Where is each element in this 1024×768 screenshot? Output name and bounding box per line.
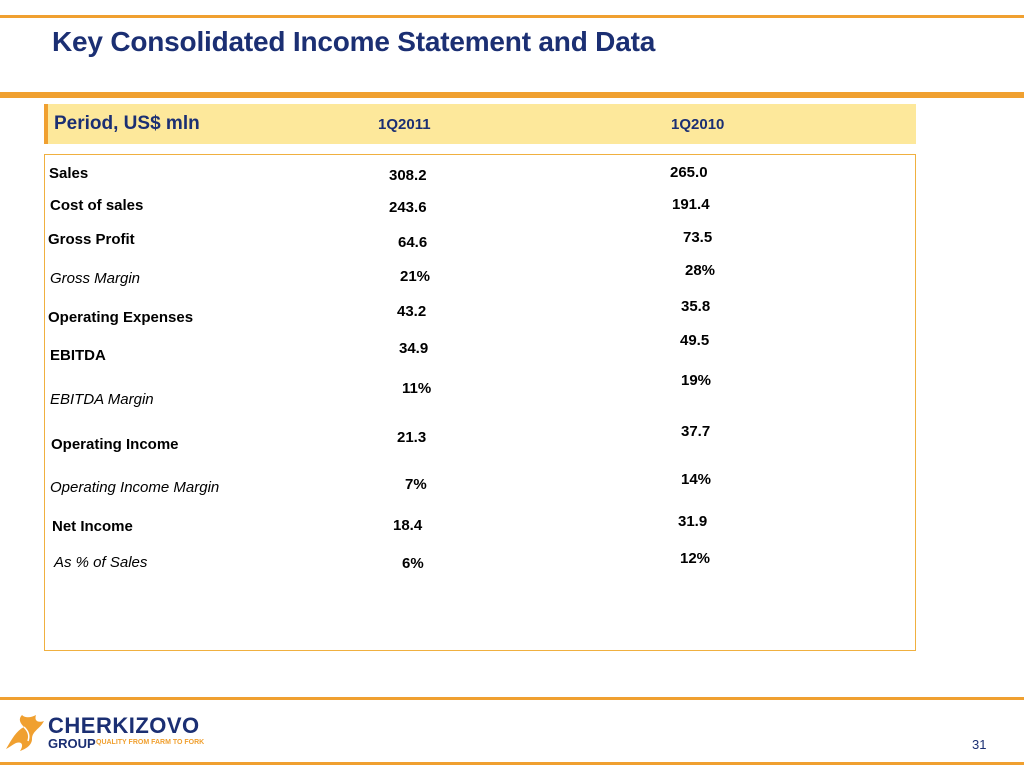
column-header-1q2011: 1Q2011 xyxy=(378,116,431,133)
row-value-sales-1q2011: 308.2 xyxy=(389,167,427,184)
header-accent xyxy=(44,104,48,144)
row-value-gross-profit-1q2011: 64.6 xyxy=(398,234,428,251)
page-number: 31 xyxy=(972,737,987,752)
period-label: Period, US$ mln xyxy=(54,113,200,134)
row-value-ebitda-margin-1q2010: 19% xyxy=(681,372,712,389)
footer-divider xyxy=(0,697,1024,700)
row-value-net-income-1q2011: 18.4 xyxy=(393,517,423,534)
page-title: Key Consolidated Income Statement and Da… xyxy=(52,26,656,57)
company-logo: CHERKIZOVO GROUP QUALITY FROM FARM TO FO… xyxy=(2,709,205,760)
top-divider xyxy=(0,15,1024,18)
row-value-operating-expenses-1q2011: 43.2 xyxy=(397,303,427,320)
row-value-gross-profit-1q2010: 73.5 xyxy=(683,229,713,246)
row-value-cost-of-sales-1q2011: 243.6 xyxy=(389,199,427,216)
logo-tagline: QUALITY FROM FARM TO FORK xyxy=(96,739,205,746)
header-divider xyxy=(0,92,1024,98)
row-value-cost-of-sales-1q2010: 191.4 xyxy=(672,196,710,213)
row-value-sales-1q2010: 265.0 xyxy=(670,164,708,181)
table-header: Period, US$ mln 1Q2011 1Q2010 xyxy=(44,104,916,144)
row-value-ebitda-1q2011: 34.9 xyxy=(399,340,429,357)
row-value-operating-income-margin-1q2011: 7% xyxy=(405,476,427,493)
row-label-net-income: Net Income xyxy=(52,518,133,535)
row-value-ebitda-1q2010: 49.5 xyxy=(680,332,710,349)
bottom-border xyxy=(0,762,1024,765)
row-value-gross-margin-1q2010: 28% xyxy=(685,262,716,279)
row-value-as-pct-of-sales-1q2011: 6% xyxy=(402,555,424,572)
row-label-operating-expenses: Operating Expenses xyxy=(48,309,194,326)
row-label-gross-margin: Gross Margin xyxy=(50,270,141,287)
row-value-operating-income-1q2011: 21.3 xyxy=(397,429,427,446)
logo-wordmark: CHERKIZOVO xyxy=(48,713,200,738)
row-value-net-income-1q2010: 31.9 xyxy=(678,513,708,530)
row-value-gross-margin-1q2011: 21% xyxy=(400,268,431,285)
rooster-icon xyxy=(6,715,44,751)
row-label-cost-of-sales: Cost of sales xyxy=(50,197,144,214)
row-value-operating-income-margin-1q2010: 14% xyxy=(681,471,712,488)
row-value-operating-income-1q2010: 37.7 xyxy=(681,423,711,440)
column-header-1q2010: 1Q2010 xyxy=(671,116,725,133)
income-statement-table xyxy=(44,154,916,651)
row-label-as-pct-of-sales: As % of Sales xyxy=(54,554,148,571)
row-label-operating-income-margin: Operating Income Margin xyxy=(50,479,220,496)
row-value-operating-expenses-1q2010: 35.8 xyxy=(681,298,711,315)
logo-group: GROUP xyxy=(48,736,96,751)
row-label-sales: Sales xyxy=(49,165,89,182)
row-label-gross-profit: Gross Profit xyxy=(48,231,135,248)
row-value-as-pct-of-sales-1q2010: 12% xyxy=(680,550,711,567)
row-label-operating-income: Operating Income xyxy=(51,436,179,453)
row-value-ebitda-margin-1q2011: 11% xyxy=(402,380,432,397)
row-label-ebitda: EBITDA xyxy=(50,347,106,364)
row-label-ebitda-margin: EBITDA Margin xyxy=(50,391,154,408)
